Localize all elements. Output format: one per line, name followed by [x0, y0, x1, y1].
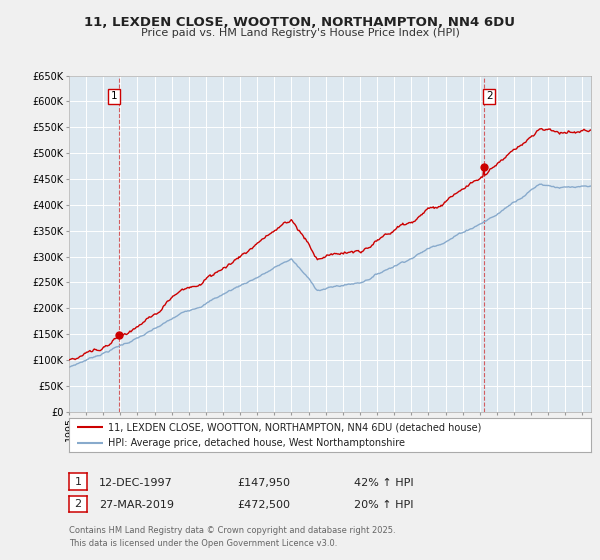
Text: 11, LEXDEN CLOSE, WOOTTON, NORTHAMPTON, NN4 6DU (detached house): 11, LEXDEN CLOSE, WOOTTON, NORTHAMPTON, …	[108, 422, 482, 432]
Text: 27-MAR-2019: 27-MAR-2019	[99, 500, 174, 510]
Text: Contains HM Land Registry data © Crown copyright and database right 2025.
This d: Contains HM Land Registry data © Crown c…	[69, 526, 395, 548]
Text: £147,950: £147,950	[237, 478, 290, 488]
Text: 20% ↑ HPI: 20% ↑ HPI	[354, 500, 413, 510]
Text: 42% ↑ HPI: 42% ↑ HPI	[354, 478, 413, 488]
Text: 12-DEC-1997: 12-DEC-1997	[99, 478, 173, 488]
Text: 1: 1	[111, 91, 118, 101]
Text: 2: 2	[486, 91, 493, 101]
Text: Price paid vs. HM Land Registry's House Price Index (HPI): Price paid vs. HM Land Registry's House …	[140, 28, 460, 38]
Text: 11, LEXDEN CLOSE, WOOTTON, NORTHAMPTON, NN4 6DU: 11, LEXDEN CLOSE, WOOTTON, NORTHAMPTON, …	[85, 16, 515, 29]
Text: 2: 2	[74, 499, 82, 509]
Text: HPI: Average price, detached house, West Northamptonshire: HPI: Average price, detached house, West…	[108, 438, 405, 448]
Text: £472,500: £472,500	[237, 500, 290, 510]
Text: 1: 1	[74, 477, 82, 487]
